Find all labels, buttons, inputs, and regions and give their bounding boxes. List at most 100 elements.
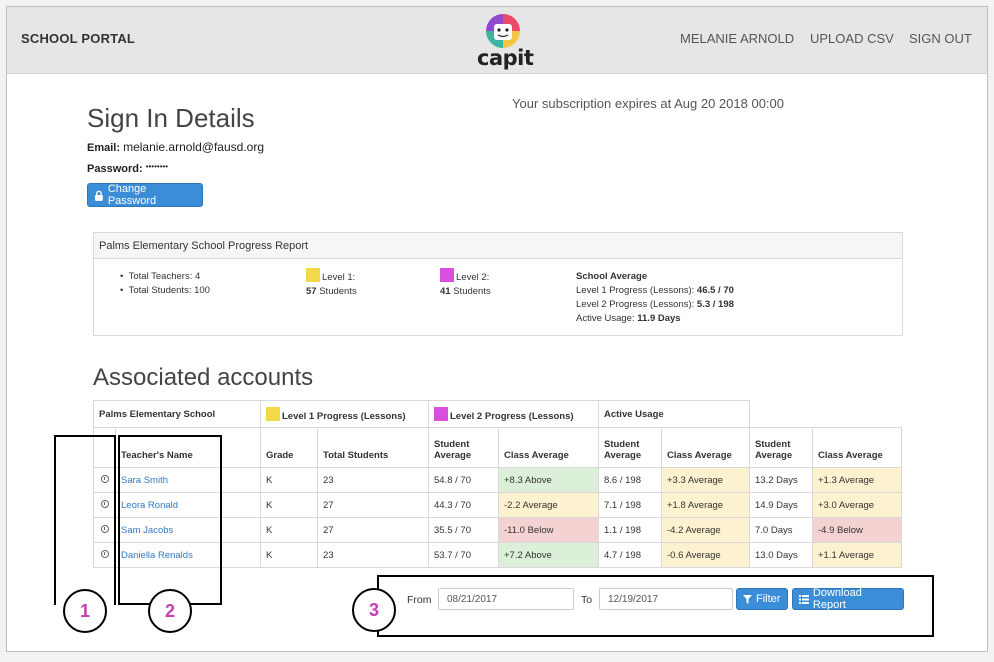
level1-swatch	[306, 268, 320, 282]
logo-text: capit	[477, 46, 534, 70]
nav-upload-csv[interactable]: UPLOAD CSV	[810, 31, 894, 46]
level1-summary: Level 1: 57 Students	[306, 268, 357, 299]
email-value: melanie.arnold@fausd.org	[123, 140, 265, 154]
l2-student-avg-cell: 7.1 / 198	[598, 492, 662, 518]
grade-cell: K	[260, 517, 318, 543]
col-total-students: Total Students	[317, 427, 429, 468]
l2-class-avg-cell: +3.3 Average	[661, 467, 750, 493]
to-date-input[interactable]: 12/19/2017	[599, 588, 733, 610]
l2-progress-label: Level 2 Progress (Lessons):	[576, 299, 695, 310]
col-l2-student-avg: Student Average	[598, 427, 662, 468]
email-row: Email: melanie.arnold@fausd.org	[87, 140, 264, 154]
total-students-cell: 27	[317, 517, 429, 543]
report-totals: • Total Teachers: 4 • Total Students: 10…	[120, 270, 210, 298]
grade-cell: K	[260, 492, 318, 518]
school-name-cell: Palms Elementary School	[93, 400, 261, 428]
annotation-box-3	[377, 575, 934, 637]
level2-label: Level 2:	[456, 272, 490, 283]
l1-class-avg-cell: +8.3 Above	[498, 467, 599, 493]
col-usage-student-avg: Student Average	[749, 427, 813, 468]
col-l1-student-avg: Student Average	[428, 427, 499, 468]
usage-student-avg-cell: 13.0 Days	[749, 542, 813, 568]
info-icon	[100, 499, 109, 508]
usage-class-avg-cell: +1.3 Average	[812, 467, 902, 493]
capit-logo[interactable]: capit	[477, 12, 534, 70]
lock-icon	[94, 190, 103, 201]
teacher-name-link[interactable]: Sara Smith	[115, 467, 261, 493]
download-report-label: Download Report	[812, 587, 862, 611]
annotation-circle-2: 2	[148, 589, 192, 633]
usage-label: Active Usage:	[576, 313, 635, 324]
school-average: School Average Level 1 Progress (Lessons…	[576, 270, 734, 326]
info-icon	[100, 474, 109, 483]
col-l2-class-avg: Class Average	[661, 427, 750, 468]
l1-student-avg-cell: 44.3 / 70	[428, 492, 499, 518]
email-label: Email:	[87, 142, 121, 154]
nav-sign-out[interactable]: SIGN OUT	[909, 31, 972, 46]
total-students-cell: 27	[317, 492, 429, 518]
col-l1-class-avg: Class Average	[498, 427, 599, 468]
level1-swatch-table	[266, 406, 280, 421]
password-value: ••••••••	[145, 162, 169, 171]
list-icon	[799, 594, 809, 604]
from-label: From	[407, 594, 432, 606]
l2-progress-value: 5.3 / 198	[696, 299, 734, 310]
password-row: Password: ••••••••	[87, 162, 168, 175]
table-row: Sara Smith K 23 54.8 / 70 +8.3 Above 8.6…	[93, 467, 902, 493]
top-navbar: SCHOOL PORTAL capit MELANIE ARNOLD UPLOA…	[7, 7, 987, 74]
level2-suffix: Students	[453, 286, 491, 297]
l1-progress-label: Level 1 Progress (Lessons):	[576, 285, 695, 296]
level2-swatch-table	[434, 406, 448, 421]
col-usage-class-avg: Class Average	[812, 427, 902, 468]
level1-label: Level 1:	[322, 272, 356, 283]
teacher-name-link[interactable]: Leora Ronald	[115, 492, 261, 518]
usage-class-avg-cell: -4.9 Below	[812, 517, 902, 543]
col-grade: Grade	[260, 427, 318, 468]
usage-student-avg-cell: 13.2 Days	[749, 467, 813, 493]
table-group-header: Palms Elementary School Level 1 Progress…	[93, 400, 902, 428]
change-password-label: Change Password	[107, 183, 157, 207]
group-level2: Level 2 Progress (Lessons)	[428, 400, 599, 428]
level2-summary: Level 2: 41 Students	[440, 268, 491, 299]
table-column-header: Teacher's Name Grade Total Students Stud…	[93, 427, 902, 468]
annotation-box-1	[54, 435, 116, 605]
filter-button-label: Filter	[756, 593, 781, 605]
l1-class-avg-cell: -11.0 Below	[498, 517, 599, 543]
l2-class-avg-cell: +1.8 Average	[661, 492, 750, 518]
change-password-button[interactable]: Change Password	[87, 183, 203, 207]
total-students-cell: 23	[317, 542, 429, 568]
from-date-input[interactable]: 08/21/2017	[438, 588, 574, 610]
usage-student-avg-cell: 14.9 Days	[749, 492, 813, 518]
school-average-title: School Average	[576, 271, 648, 282]
annotation-box-2	[118, 435, 222, 605]
l2-class-avg-cell: -0.6 Average	[661, 542, 750, 568]
brand-school-portal[interactable]: SCHOOL PORTAL	[21, 31, 136, 46]
level2-count: 41	[440, 286, 451, 297]
total-students: • Total Students: 100	[120, 285, 210, 296]
annotation-circle-1: 1	[63, 589, 107, 633]
table-row: Leora Ronald K 27 44.3 / 70 -2.2 Average…	[93, 492, 902, 518]
l2-student-avg-cell: 4.7 / 198	[598, 542, 662, 568]
progress-report-panel: Palms Elementary School Progress Report …	[93, 232, 903, 336]
usage-class-avg-cell: +3.0 Average	[812, 492, 902, 518]
row-info-button[interactable]	[93, 542, 116, 568]
filter-button[interactable]: Filter	[736, 588, 788, 610]
level2-swatch	[440, 268, 454, 282]
download-report-button[interactable]: Download Report	[792, 587, 904, 611]
teacher-name-link[interactable]: Daniella Renalds	[115, 542, 261, 568]
table-row: Daniella Renalds K 23 53.7 / 70 +7.2 Abo…	[93, 542, 902, 568]
filter-icon	[743, 594, 752, 604]
nav-user-name[interactable]: MELANIE ARNOLD	[680, 31, 795, 46]
l2-class-avg-cell: -4.2 Average	[661, 517, 750, 543]
l2-student-avg-cell: 8.6 / 198	[598, 467, 662, 493]
password-label: Password:	[87, 163, 143, 175]
level1-suffix: Students	[319, 286, 357, 297]
l1-student-avg-cell: 53.7 / 70	[428, 542, 499, 568]
l1-student-avg-cell: 35.5 / 70	[428, 517, 499, 543]
to-label: To	[581, 594, 593, 606]
l1-student-avg-cell: 54.8 / 70	[428, 467, 499, 493]
accounts-table: Palms Elementary School Level 1 Progress…	[93, 400, 902, 568]
total-teachers: • Total Teachers: 4	[120, 271, 201, 282]
progress-report-title: Palms Elementary School Progress Report	[94, 233, 902, 259]
capit-logo-icon	[486, 14, 520, 48]
